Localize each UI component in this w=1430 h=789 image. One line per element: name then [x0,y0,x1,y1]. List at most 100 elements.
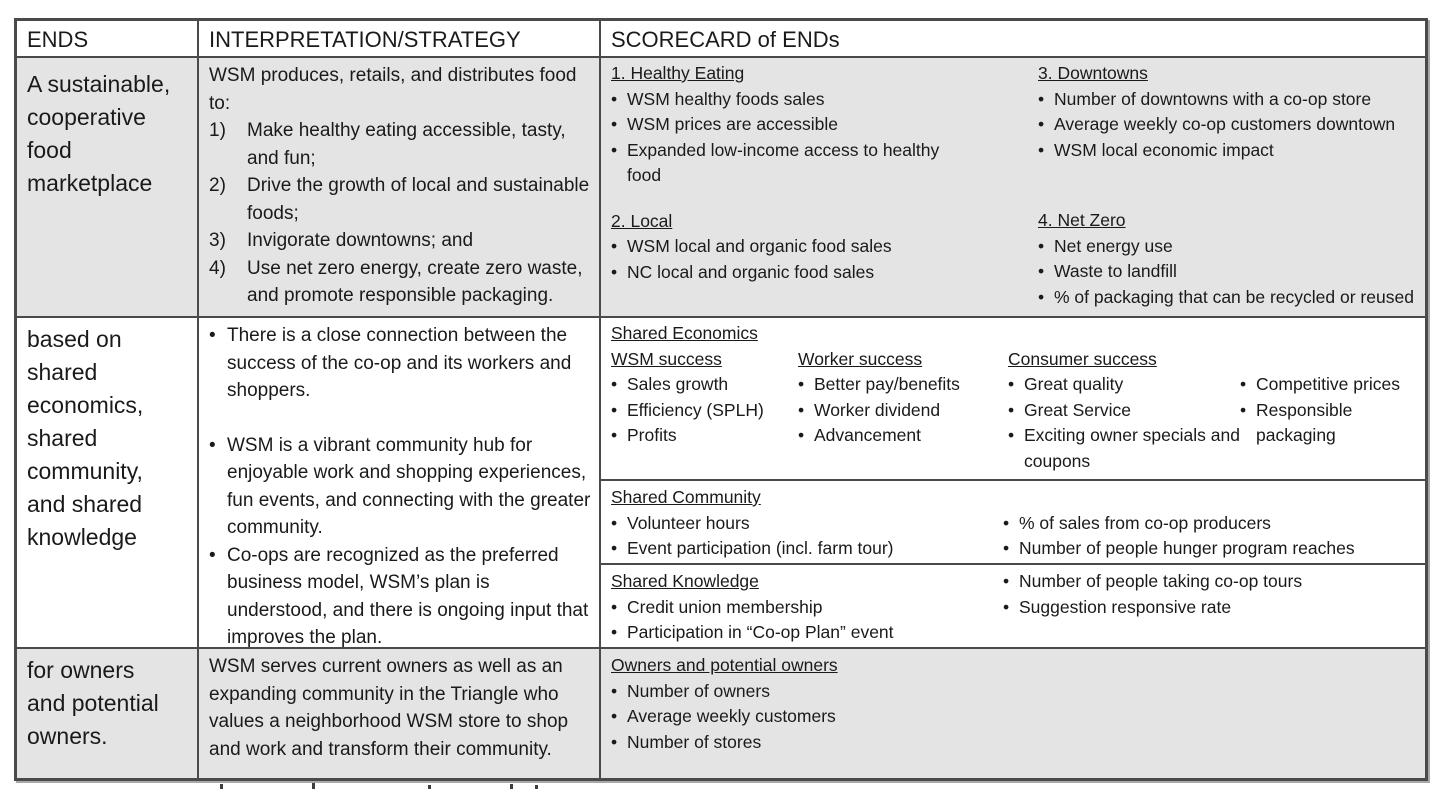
worker-success-column: Worker success Better pay/benefits Worke… [798,347,1008,475]
ends-line: community, [27,458,143,484]
header-row: ENDS INTERPRETATION/STRATEGY SCORECARD o… [17,21,1425,58]
scorecard-cell-owners: Owners and potential owners Number of ow… [601,649,1425,778]
section-title: 4. Net Zero [1038,210,1126,230]
interpretation-intro: WSM produces, retails, and distributes f… [209,65,577,114]
goal-item: 2) Drive the growth of local and sustain… [209,172,591,227]
ends-line: shared [27,425,98,451]
metric-item: Average weekly co-op customers downtown [1038,112,1425,138]
metric-item: Number of downtowns with a co-op store [1038,87,1425,113]
metric-item: Volunteer hours [611,511,1003,537]
ends-line: shared [27,359,98,385]
ends-cell-shared: based on shared economics, shared commun… [17,318,199,647]
metric-item: Number of owners [611,679,1425,705]
goal-item: 1) Make healthy eating accessible, tasty… [209,117,591,172]
section-net-zero: 4. Net Zero Net energy use Waste to land… [1038,208,1425,310]
metric-item: Number of people hunger program reaches [1003,536,1425,562]
consumer-success-extra-column: Competitive prices Responsible packaging [1240,347,1400,475]
goal-number: 1) [209,120,226,141]
ends-line: marketplace [27,170,153,196]
metric-item: Great quality [1008,372,1240,398]
metric-item: Number of stores [611,730,1425,756]
ends-line: cooperative [27,104,146,130]
header-ends: ENDS [17,21,199,56]
scorecard-right-column: 3. Downtowns Number of downtowns with a … [1038,61,1425,316]
section-title: Shared Economics [611,323,758,343]
row-marketplace: A sustainable, cooperative food marketpl… [17,58,1425,318]
ends-line: owners. [27,723,108,749]
shared-economics-columns: WSM success Sales growth Efficiency (SPL… [611,347,1425,475]
goal-number: 4) [209,257,226,279]
section-title: 1. Healthy Eating [611,63,745,83]
subsection-title: Consumer success [1008,348,1157,369]
metric-item: WSM local and organic food sales [611,234,1038,260]
metric-item: Average weekly customers [611,704,1425,730]
metric-item: WSM local economic impact [1038,138,1425,164]
interpretation-paragraph: WSM serves current owners as well as an … [209,656,569,760]
ends-line: based on [27,326,122,352]
scorecard-cell-shared: Shared Economics WSM success Sales growt… [601,318,1425,647]
interpretation-bullet: Co-ops are recognized as the preferred b… [209,542,591,652]
cutoff-text-fragment [428,785,431,789]
scorecard-cell-marketplace: 1. Healthy Eating WSM healthy foods sale… [601,58,1425,316]
metric-item: Better pay/benefits [798,372,1008,398]
section-shared-knowledge: Shared Knowledge Credit union membership… [601,565,1425,647]
ends-line: for owners [27,657,135,683]
interpretation-bullet: WSM is a vibrant community hub for enjoy… [209,432,591,542]
section-healthy-eating: 1. Healthy Eating WSM healthy foods sale… [611,61,1038,189]
cutoff-text-fragment [220,784,223,789]
section-shared-community: Shared Community Volunteer hours Event p… [601,481,1425,565]
section-title: 3. Downtowns [1038,63,1148,83]
metric-item: Participation in “Co-op Plan” event [611,620,1003,646]
metric-item: Credit union membership [611,595,1003,621]
ends-line: food [27,137,72,163]
shared-knowledge-left: Shared Knowledge Credit union membership… [611,569,1003,647]
interpretation-cell-shared: There is a close connection between the … [199,318,601,648]
goal-item: 3) Invigorate downtowns; and [209,227,591,255]
metric-item: WSM healthy foods sales [611,87,1038,113]
metric-item: Expanded low-income access to healthy fo… [611,138,1038,189]
metric-item: % of packaging that can be recycled or r… [1038,285,1425,311]
metric-item: Advancement [798,423,1008,449]
consumer-success-column: Consumer success Great quality Great Ser… [1008,347,1240,475]
metric-item: WSM prices are accessible [611,112,1038,138]
section-title: Shared Community [611,487,761,507]
metric-item: Responsible packaging [1240,398,1395,449]
goal-number: 2) [209,175,226,196]
cutoff-text-fragment [312,783,315,789]
subsection-title: WSM success [611,348,722,369]
metric-item: % of sales from co-op producers [1003,511,1425,537]
metric-item: Sales growth [611,372,798,398]
goal-text: Drive the growth of local and sustainabl… [247,175,590,224]
section-title: Shared Knowledge [611,571,759,591]
ends-cell-owners: for owners and potential owners. [17,649,199,778]
ends-line: A sustainable, [27,71,171,97]
section-local: 2. Local WSM local and organic food sale… [611,209,1038,286]
header-scorecard: SCORECARD of ENDs [611,27,840,52]
shared-community-right: % of sales from co-op producers Number o… [1003,485,1425,563]
section-downtowns: 3. Downtowns Number of downtowns with a … [1038,61,1425,163]
metric-item: Great Service [1008,398,1240,424]
ends-line: and shared [27,491,143,517]
interpretation-cell-marketplace: WSM produces, retails, and distributes f… [199,58,601,316]
goal-item: 4) Use net zero energy, create zero wast… [209,255,591,310]
metric-item: Number of people taking co-op tours [1003,569,1425,595]
interpretation-bullet: There is a close connection between the … [209,322,591,405]
wsm-success-column: WSM success Sales growth Efficiency (SPL… [611,347,798,475]
metric-item: Exciting owner specials and coupons [1008,423,1240,474]
row-shared: based on shared economics, shared commun… [17,318,1425,649]
shared-knowledge-right: Number of people taking co-op tours Sugg… [1003,569,1425,647]
section-title: Owners and potential owners [611,655,838,675]
ends-cell-marketplace: A sustainable, cooperative food marketpl… [17,58,199,316]
metric-item: Net energy use [1038,234,1425,260]
ends-line: economics, [27,392,144,418]
metric-item: Efficiency (SPLH) [611,398,798,424]
shared-community-left: Shared Community Volunteer hours Event p… [611,485,1003,563]
header-interpretation: INTERPRETATION/STRATEGY [199,21,601,56]
section-shared-economics: Shared Economics WSM success Sales growt… [601,318,1425,481]
ends-line: and potential [27,690,159,716]
subsection-title: Worker success [798,348,923,369]
row-owners: for owners and potential owners. WSM ser… [17,649,1425,778]
metric-item: Event participation (incl. farm tour) [611,536,1003,562]
goal-number: 3) [209,230,226,251]
